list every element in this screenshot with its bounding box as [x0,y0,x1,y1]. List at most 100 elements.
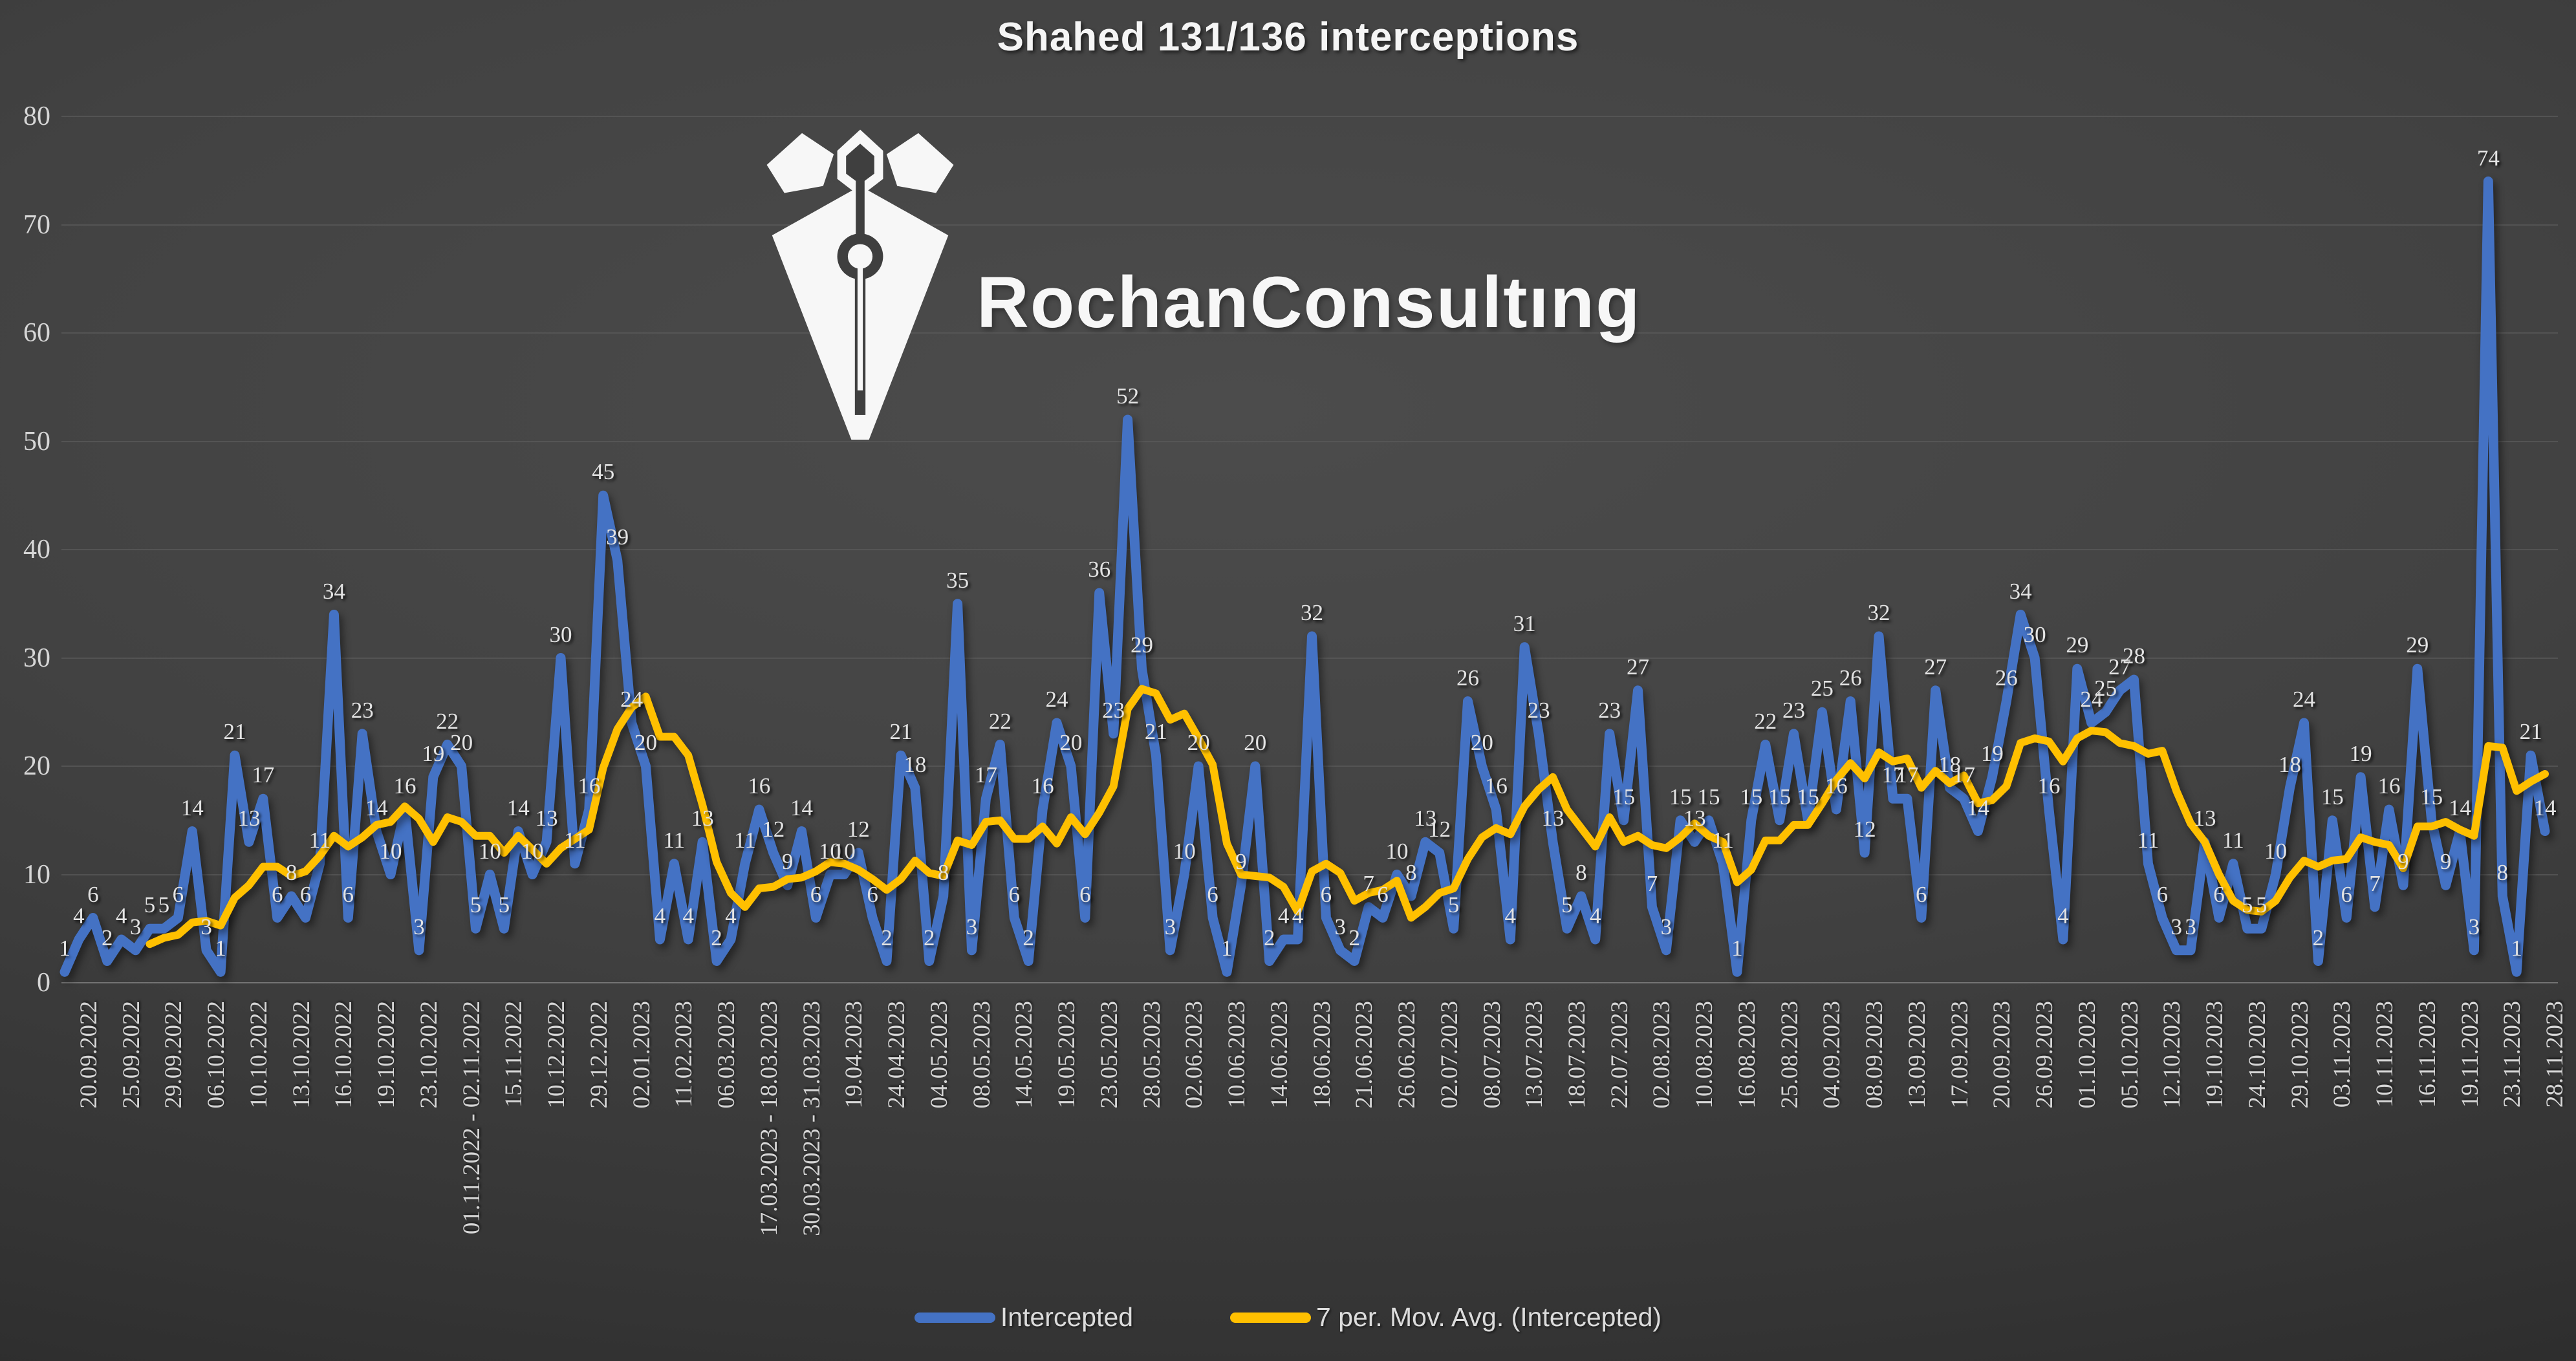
data-label: 28 [2122,643,2145,669]
data-label: 11 [663,827,686,853]
data-label: 8 [1405,860,1417,885]
data-label: 26 [1839,665,1862,691]
data-label: 10 [1385,838,1409,864]
intercepted-line [60,177,2550,977]
data-label: 18 [2278,751,2302,777]
data-label: 14 [2449,795,2471,820]
data-label: 4 [654,903,666,928]
data-label: 36 [1088,557,1111,582]
data-label: 15 [1740,784,1763,809]
data-label: 17 [974,762,997,788]
data-label: 13 [1414,806,1437,831]
data-label: 5 [2242,892,2253,918]
data-label: 1 [1731,936,1743,961]
data-label: 26 [1995,665,2018,691]
data-label: 45 [592,459,615,485]
data-label: 7 [1363,870,1374,896]
data-label: 1 [59,936,70,961]
data-label: 52 [1116,383,1140,409]
data-label: 10 [2264,838,2288,864]
y-tick-label: 60 [23,318,50,348]
data-label: 23 [1782,697,1806,723]
data-label: 6 [2156,881,2169,907]
data-label: 26 [1456,665,1479,691]
y-tick-label: 80 [23,102,50,131]
data-label: 7 [2369,870,2381,896]
data-label: 6 [1079,881,1091,907]
data-label: 6 [810,881,822,907]
data-label: 20 [1244,730,1267,755]
data-label: 2 [881,925,893,950]
data-label: 1 [1221,936,1233,961]
data-label: 10 [832,838,856,864]
data-label: 74 [2476,145,2500,171]
data-label: 17 [1896,762,1919,788]
data-label: 18 [1938,751,1962,777]
data-label: 15 [1612,784,1636,809]
data-label: 11 [734,827,756,853]
data-label: 7 [1646,870,1658,896]
data-label: 3 [413,914,425,939]
data-label: 4 [682,903,694,928]
data-label: 4 [115,903,127,928]
data-label: 29 [2066,632,2089,658]
data-label: 2 [1348,925,1360,950]
data-label: 34 [322,578,345,604]
data-label: 10 [1173,838,1196,864]
data-label: 16 [748,773,771,798]
data-label: 6 [299,881,312,907]
legend-swatch [914,1312,995,1323]
legend-label: 7 per. Mov. Avg. (Intercepted) [1316,1302,1662,1332]
data-label: 24 [2292,687,2315,712]
data-label: 14 [790,795,814,820]
data-label: 17 [1953,762,1975,788]
data-label: 21 [2519,719,2542,745]
data-label: 6 [1008,881,1021,907]
data-label: 2 [924,925,935,950]
data-label: 16 [2377,773,2401,798]
gridline [61,224,2558,226]
data-label: 3 [2185,914,2196,939]
data-label: 13 [1683,806,1706,831]
gridline [61,332,2558,334]
data-label: 27 [1626,654,1649,680]
data-label: 2 [1023,925,1034,950]
data-label: 6 [1320,881,1332,907]
data-label: 3 [2468,914,2480,939]
data-label: 11 [2222,827,2244,853]
data-label: 2 [711,925,722,950]
data-label: 8 [285,860,298,885]
data-label: 6 [1207,881,1218,907]
y-tick-label: 20 [23,751,50,781]
data-label: 16 [393,773,417,798]
data-label: 8 [1575,860,1587,885]
moving-average-line [146,685,2549,948]
data-label: 13 [535,806,558,831]
data-label: 29 [2406,632,2429,658]
data-label: 32 [1300,600,1323,625]
data-label: 11 [2137,827,2159,853]
data-label: 21 [223,719,246,745]
data-label: 14 [1966,795,1989,820]
data-label: 12 [1428,817,1451,842]
legend-item-intercepted: Intercepted [914,1302,1133,1333]
data-label: 16 [578,773,601,798]
data-label: 12 [1853,817,1876,842]
data-label: 21 [889,719,913,745]
data-label: 16 [1031,773,1054,798]
data-label: 9 [2397,849,2409,875]
data-label: 4 [73,903,85,928]
legend-swatch [1230,1312,1312,1323]
data-label: 16 [2037,773,2061,798]
data-label: 15 [1768,784,1791,809]
legend: Intercepted 7 per. Mov. Avg. (Intercepted… [0,1302,2576,1333]
data-label: 1 [215,936,226,961]
data-label: 9 [2440,849,2452,875]
data-label: 13 [1541,806,1564,831]
data-label: 39 [606,524,629,550]
data-label: 12 [847,817,870,842]
data-label: 13 [691,806,714,831]
data-label: 5 [498,892,510,918]
data-label: 14 [180,795,204,820]
data-label: 4 [725,903,737,928]
